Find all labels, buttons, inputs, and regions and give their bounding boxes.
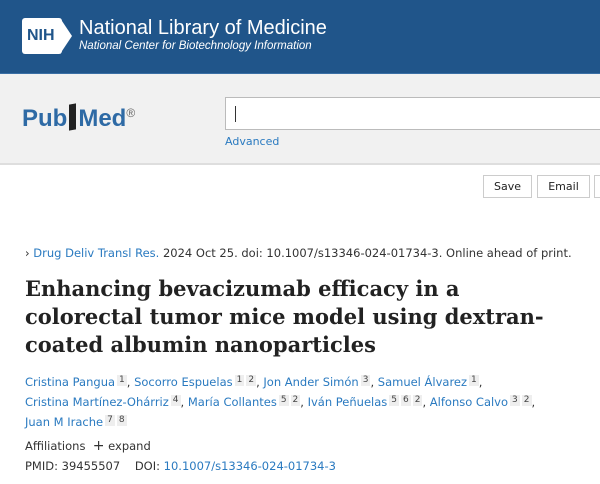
expand-affiliations-button[interactable]: + expand — [92, 438, 151, 454]
affiliation-ref[interactable]: 1 — [469, 375, 479, 386]
affiliation-ref[interactable]: 7 — [105, 415, 115, 426]
nlm-title[interactable]: National Library of Medicine — [79, 17, 327, 39]
affiliation-ref[interactable]: 6 — [401, 395, 411, 406]
author-link[interactable]: Cristina Martínez-Ohárriz — [25, 395, 169, 409]
affiliations-label: Affiliations — [25, 439, 86, 453]
registered-mark: ® — [126, 106, 136, 120]
save-button[interactable]: Save — [483, 175, 532, 198]
author-link[interactable]: Samuel Álvarez — [377, 375, 468, 389]
ncbi-subtitle: National Center for Biotechnology Inform… — [79, 40, 312, 52]
plus-icon: + — [92, 438, 105, 454]
author-link[interactable]: María Collantes — [187, 395, 277, 409]
affiliation-ref[interactable]: 2 — [290, 395, 301, 406]
affiliation-ref[interactable]: 8 — [116, 415, 127, 426]
affiliation-ref[interactable]: 5 — [389, 395, 400, 406]
doi-link[interactable]: 10.1007/s13346-024-01734-3 — [163, 459, 336, 473]
article-title: Enhancing bevacizumab efficacy in a colo… — [25, 276, 544, 357]
affiliation-ref[interactable]: 1 — [117, 375, 127, 386]
text-caret — [235, 106, 236, 122]
advanced-search-link[interactable]: Advanced — [225, 135, 280, 148]
nlm-header: NIH National Library of Medicine Nationa… — [0, 0, 600, 74]
affiliations: Affiliations + expand — [25, 438, 151, 454]
search-band: Pub Med® Advanced — [0, 74, 600, 165]
email-button[interactable]: Email — [537, 175, 590, 198]
author-link[interactable]: Juan M Irache — [25, 415, 104, 429]
pubmed-logo[interactable]: Pub Med® — [22, 103, 136, 132]
pmid-value: 39455507 — [61, 459, 121, 473]
author-link[interactable]: Alfonso Calvo — [429, 395, 509, 409]
identifiers: PMID: 39455507 DOI: 10.1007/s13346-024-0… — [25, 459, 336, 473]
author-link[interactable]: Socorro Espuelas — [134, 375, 233, 389]
affiliation-ref[interactable]: 5 — [278, 395, 289, 406]
nih-logo-chevron — [60, 18, 72, 54]
author-link[interactable]: Cristina Pangua — [25, 375, 116, 389]
expand-label: expand — [108, 439, 151, 453]
affiliation-ref[interactable]: 3 — [510, 395, 520, 406]
author-link[interactable]: Iván Peñuelas — [307, 395, 388, 409]
affiliation-ref[interactable]: 1 — [234, 375, 245, 386]
affiliation-ref[interactable]: 2 — [412, 395, 423, 406]
affiliation-ref[interactable]: 2 — [521, 395, 532, 406]
journal-citation: › Drug Deliv Transl Res. 2024 Oct 25. do… — [25, 246, 572, 260]
book-icon — [69, 103, 77, 131]
nih-logo[interactable]: NIH — [22, 18, 62, 54]
more-actions-button[interactable] — [594, 175, 600, 198]
pmid-label: PMID: — [25, 459, 62, 473]
citation-text: 2024 Oct 25. doi: 10.1007/s13346-024-017… — [159, 246, 572, 260]
search-input[interactable] — [225, 97, 600, 130]
affiliation-ref[interactable]: 2 — [246, 375, 257, 386]
author-link[interactable]: Jon Ander Simón — [263, 375, 359, 389]
journal-link[interactable]: Drug Deliv Transl Res. — [33, 246, 160, 260]
affiliation-ref[interactable]: 4 — [170, 395, 181, 406]
author-list: Cristina Pangua 1, Socorro Espuelas 1 2, Jo… — [25, 375, 536, 429]
affiliation-ref[interactable]: 3 — [360, 375, 371, 386]
doi-label: DOI: — [134, 459, 164, 473]
